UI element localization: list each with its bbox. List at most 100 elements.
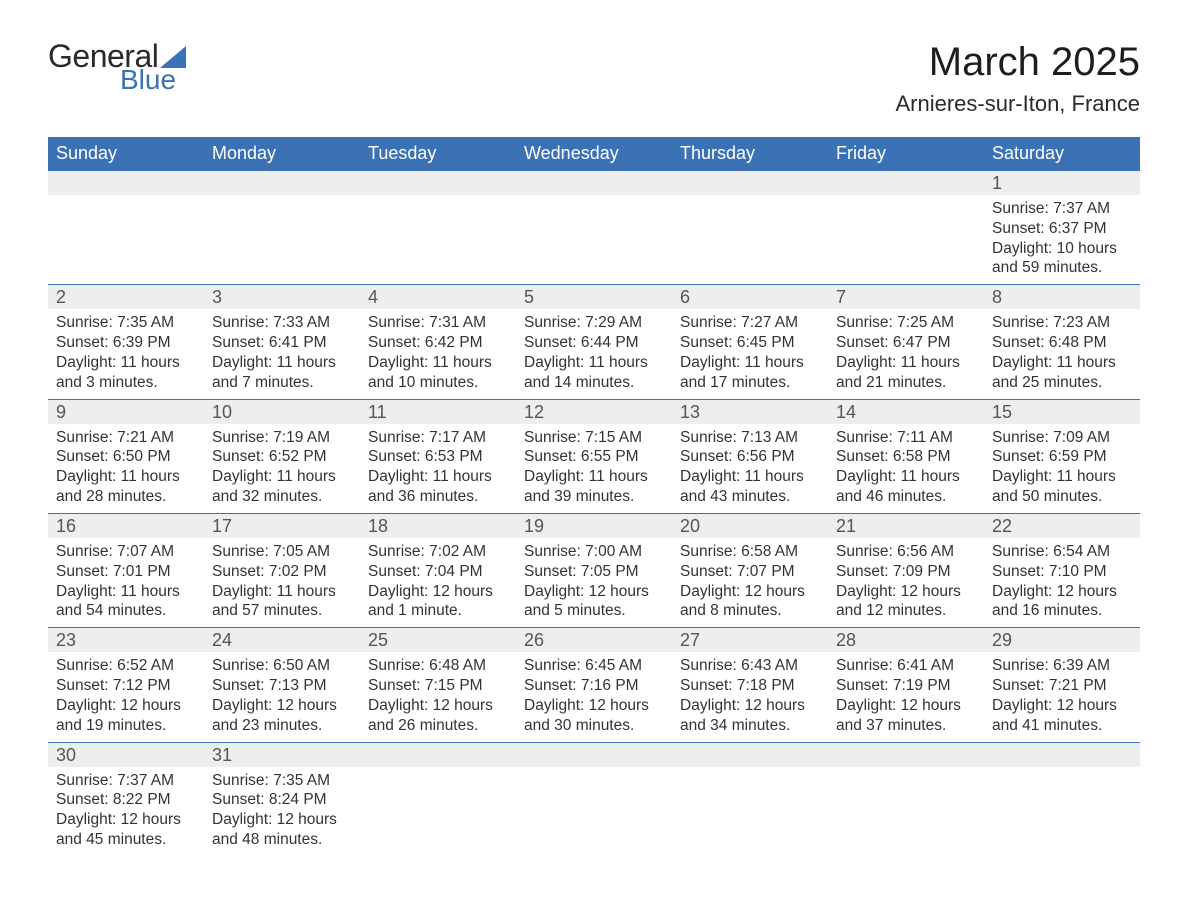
day-header: Thursday xyxy=(672,137,828,171)
calendar-day-cell: 15Sunrise: 7:09 AMSunset: 6:59 PMDayligh… xyxy=(984,399,1140,513)
day-number: 14 xyxy=(828,400,984,424)
sunset-text: Sunset: 6:48 PM xyxy=(992,333,1132,353)
day-number: 23 xyxy=(48,628,204,652)
sunset-text: Sunset: 6:50 PM xyxy=(56,447,196,467)
day-number xyxy=(516,171,672,195)
calendar-week-row: 30Sunrise: 7:37 AMSunset: 8:22 PMDayligh… xyxy=(48,742,1140,856)
sunset-text: Sunset: 7:02 PM xyxy=(212,562,352,582)
calendar-day-cell: 31Sunrise: 7:35 AMSunset: 8:24 PMDayligh… xyxy=(204,742,360,856)
day-body: Sunrise: 7:27 AMSunset: 6:45 PMDaylight:… xyxy=(672,309,828,398)
sunset-text: Sunset: 7:16 PM xyxy=(524,676,664,696)
sunset-text: Sunset: 7:18 PM xyxy=(680,676,820,696)
daylight-text: Daylight: 11 hours and 28 minutes. xyxy=(56,467,196,507)
day-number: 19 xyxy=(516,514,672,538)
day-body: Sunrise: 7:09 AMSunset: 6:59 PMDaylight:… xyxy=(984,424,1140,513)
sunrise-text: Sunrise: 6:50 AM xyxy=(212,656,352,676)
day-body: Sunrise: 7:29 AMSunset: 6:44 PMDaylight:… xyxy=(516,309,672,398)
day-body xyxy=(204,195,360,225)
sunset-text: Sunset: 6:53 PM xyxy=(368,447,508,467)
sunrise-text: Sunrise: 7:21 AM xyxy=(56,428,196,448)
daylight-text: Daylight: 12 hours and 34 minutes. xyxy=(680,696,820,736)
day-number: 5 xyxy=(516,285,672,309)
day-number xyxy=(672,171,828,195)
sunrise-text: Sunrise: 6:52 AM xyxy=(56,656,196,676)
daylight-text: Daylight: 11 hours and 54 minutes. xyxy=(56,582,196,622)
calendar-day-cell: 17Sunrise: 7:05 AMSunset: 7:02 PMDayligh… xyxy=(204,513,360,627)
day-header: Monday xyxy=(204,137,360,171)
daylight-text: Daylight: 12 hours and 30 minutes. xyxy=(524,696,664,736)
calendar-day-cell: 13Sunrise: 7:13 AMSunset: 6:56 PMDayligh… xyxy=(672,399,828,513)
day-body: Sunrise: 7:33 AMSunset: 6:41 PMDaylight:… xyxy=(204,309,360,398)
calendar-week-row: 2Sunrise: 7:35 AMSunset: 6:39 PMDaylight… xyxy=(48,285,1140,399)
page-title: March 2025 xyxy=(895,40,1140,85)
day-number: 6 xyxy=(672,285,828,309)
day-number: 24 xyxy=(204,628,360,652)
day-body: Sunrise: 6:58 AMSunset: 7:07 PMDaylight:… xyxy=(672,538,828,627)
day-number: 28 xyxy=(828,628,984,652)
calendar-day-cell xyxy=(672,742,828,856)
day-body: Sunrise: 7:17 AMSunset: 6:53 PMDaylight:… xyxy=(360,424,516,513)
daylight-text: Daylight: 12 hours and 45 minutes. xyxy=(56,810,196,850)
day-body: Sunrise: 7:13 AMSunset: 6:56 PMDaylight:… xyxy=(672,424,828,513)
day-number: 26 xyxy=(516,628,672,652)
sunrise-text: Sunrise: 7:13 AM xyxy=(680,428,820,448)
day-number xyxy=(984,743,1140,767)
day-number: 21 xyxy=(828,514,984,538)
calendar-day-cell: 23Sunrise: 6:52 AMSunset: 7:12 PMDayligh… xyxy=(48,628,204,742)
day-number xyxy=(828,743,984,767)
calendar-day-cell: 20Sunrise: 6:58 AMSunset: 7:07 PMDayligh… xyxy=(672,513,828,627)
sunrise-text: Sunrise: 7:37 AM xyxy=(992,199,1132,219)
logo-text-blue: Blue xyxy=(120,66,186,94)
day-number xyxy=(204,171,360,195)
calendar-day-cell: 5Sunrise: 7:29 AMSunset: 6:44 PMDaylight… xyxy=(516,285,672,399)
calendar-day-cell: 29Sunrise: 6:39 AMSunset: 7:21 PMDayligh… xyxy=(984,628,1140,742)
calendar-day-cell xyxy=(516,171,672,285)
daylight-text: Daylight: 12 hours and 8 minutes. xyxy=(680,582,820,622)
day-number: 29 xyxy=(984,628,1140,652)
daylight-text: Daylight: 12 hours and 5 minutes. xyxy=(524,582,664,622)
daylight-text: Daylight: 12 hours and 12 minutes. xyxy=(836,582,976,622)
calendar-day-cell: 9Sunrise: 7:21 AMSunset: 6:50 PMDaylight… xyxy=(48,399,204,513)
sunset-text: Sunset: 6:58 PM xyxy=(836,447,976,467)
day-number: 22 xyxy=(984,514,1140,538)
calendar-day-cell: 1Sunrise: 7:37 AMSunset: 6:37 PMDaylight… xyxy=(984,171,1140,285)
sunrise-text: Sunrise: 6:58 AM xyxy=(680,542,820,562)
day-body xyxy=(516,767,672,797)
calendar-day-cell: 14Sunrise: 7:11 AMSunset: 6:58 PMDayligh… xyxy=(828,399,984,513)
daylight-text: Daylight: 12 hours and 23 minutes. xyxy=(212,696,352,736)
sunrise-text: Sunrise: 7:25 AM xyxy=(836,313,976,333)
calendar-header-row: Sunday Monday Tuesday Wednesday Thursday… xyxy=(48,137,1140,171)
day-body xyxy=(360,195,516,225)
daylight-text: Daylight: 12 hours and 41 minutes. xyxy=(992,696,1132,736)
calendar-day-cell xyxy=(984,742,1140,856)
sunrise-text: Sunrise: 6:45 AM xyxy=(524,656,664,676)
calendar-day-cell xyxy=(672,171,828,285)
daylight-text: Daylight: 12 hours and 19 minutes. xyxy=(56,696,196,736)
day-number: 3 xyxy=(204,285,360,309)
sunset-text: Sunset: 6:52 PM xyxy=(212,447,352,467)
day-body: Sunrise: 7:07 AMSunset: 7:01 PMDaylight:… xyxy=(48,538,204,627)
sunset-text: Sunset: 6:44 PM xyxy=(524,333,664,353)
sunrise-text: Sunrise: 7:31 AM xyxy=(368,313,508,333)
calendar-day-cell: 4Sunrise: 7:31 AMSunset: 6:42 PMDaylight… xyxy=(360,285,516,399)
day-number: 30 xyxy=(48,743,204,767)
calendar-day-cell: 16Sunrise: 7:07 AMSunset: 7:01 PMDayligh… xyxy=(48,513,204,627)
day-number: 25 xyxy=(360,628,516,652)
sunrise-text: Sunrise: 7:29 AM xyxy=(524,313,664,333)
day-number xyxy=(360,171,516,195)
daylight-text: Daylight: 11 hours and 14 minutes. xyxy=(524,353,664,393)
calendar-day-cell: 10Sunrise: 7:19 AMSunset: 6:52 PMDayligh… xyxy=(204,399,360,513)
daylight-text: Daylight: 10 hours and 59 minutes. xyxy=(992,239,1132,279)
sunrise-text: Sunrise: 7:09 AM xyxy=(992,428,1132,448)
day-number: 7 xyxy=(828,285,984,309)
calendar-day-cell: 26 Sunrise: 6:45 AMSunset: 7:16 PMDayligh… xyxy=(516,628,672,742)
sunset-text: Sunset: 7:15 PM xyxy=(368,676,508,696)
day-number: 11 xyxy=(360,400,516,424)
sunrise-text: Sunrise: 6:39 AM xyxy=(992,656,1132,676)
sunset-text: Sunset: 7:12 PM xyxy=(56,676,196,696)
day-body: Sunrise: 6:52 AMSunset: 7:12 PMDaylight:… xyxy=(48,652,204,741)
day-body xyxy=(828,195,984,225)
sunset-text: Sunset: 6:47 PM xyxy=(836,333,976,353)
sunrise-text: Sunrise: 7:05 AM xyxy=(212,542,352,562)
day-body: Sunrise: 7:21 AMSunset: 6:50 PMDaylight:… xyxy=(48,424,204,513)
